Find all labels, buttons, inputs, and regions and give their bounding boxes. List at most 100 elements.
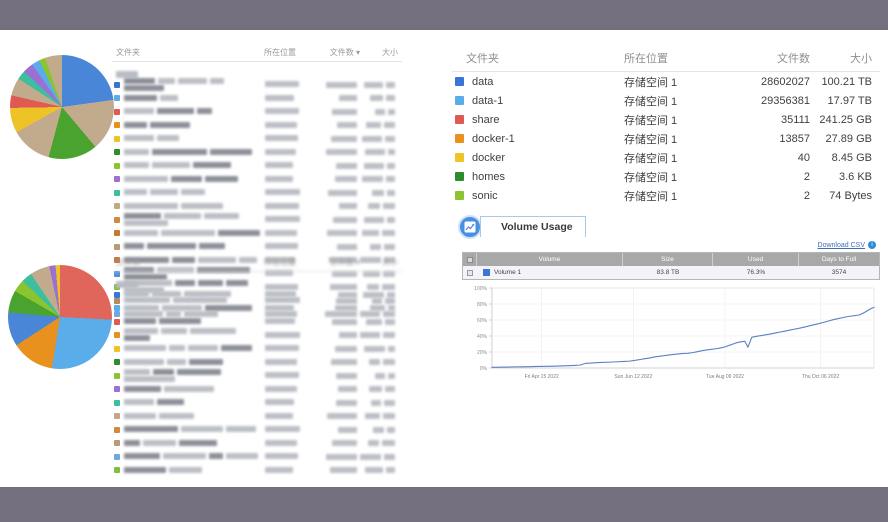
redacted-row[interactable]	[112, 77, 402, 92]
header-location[interactable]: 所在位置	[624, 52, 668, 65]
y-axis-label: 100%	[474, 286, 487, 292]
redacted-folder-name	[124, 358, 265, 366]
tab-volume-usage[interactable]: Volume Usage	[480, 216, 586, 237]
header-size[interactable]: Size	[623, 253, 713, 266]
redacted-file-count	[317, 81, 361, 88]
volume-table-body: Volume 1 83.8 TB 76.3% 3574	[463, 266, 879, 279]
cell-folder-name: homes	[472, 170, 506, 183]
redacted-location	[264, 270, 317, 277]
redacted-row[interactable]	[112, 254, 402, 268]
volume-table-header: Volume Size Used Days to Full	[463, 253, 879, 266]
redacted-row[interactable]	[112, 200, 402, 214]
redacted-file-count	[317, 189, 361, 196]
redacted-row[interactable]	[112, 173, 402, 187]
col-location: 所在位置	[264, 258, 296, 267]
redacted-folder-name	[124, 297, 265, 304]
redacted-row[interactable]	[112, 92, 402, 106]
volume-table-row[interactable]: Volume 1 83.8 TB 76.3% 3574	[463, 266, 879, 279]
redacted-row[interactable]	[112, 132, 402, 146]
redacted-row[interactable]	[112, 342, 402, 356]
redacted-row[interactable]	[112, 288, 402, 302]
header-days-to-full[interactable]: Days to Full	[821, 256, 857, 263]
redacted-row[interactable]	[112, 159, 402, 173]
download-csv-area[interactable]: Download CSV i	[818, 241, 876, 249]
redacted-row[interactable]	[112, 396, 402, 410]
row-color-swatch	[114, 81, 120, 88]
row-color-swatch	[114, 216, 120, 223]
redacted-row[interactable]	[112, 266, 402, 281]
redacted-row[interactable]	[112, 383, 402, 397]
redacted-row[interactable]	[112, 356, 402, 370]
redacted-row[interactable]	[112, 315, 402, 329]
table-row[interactable]: homes 存储空间 1 2 3.6 KB	[452, 167, 880, 186]
col-filecount: 文件数 ▾	[329, 48, 360, 57]
redacted-row[interactable]	[112, 227, 402, 241]
row-color-swatch	[454, 153, 464, 162]
row-checkbox[interactable]	[463, 266, 477, 279]
row-color-swatch	[114, 453, 120, 460]
row-color-swatch	[454, 77, 464, 86]
cell-days-to-full: 3574	[831, 269, 847, 276]
redacted-row[interactable]	[112, 410, 402, 424]
redacted-row[interactable]	[112, 280, 402, 295]
redacted-size	[360, 243, 402, 250]
col-location: 所在位置	[264, 48, 296, 57]
redacted-size	[360, 311, 402, 318]
row-color-swatch	[114, 413, 120, 420]
redacted-row[interactable]	[112, 240, 402, 254]
cell-location: 存储空间 1	[624, 114, 678, 127]
redacted-location	[264, 372, 317, 379]
redacted-row[interactable]	[112, 450, 402, 464]
y-axis-label: 20%	[477, 350, 488, 356]
redacted-location	[264, 121, 317, 129]
row-color-swatch	[114, 332, 120, 339]
select-all-checkbox[interactable]	[463, 253, 477, 266]
header-volume[interactable]: Volume	[477, 253, 623, 266]
table-row[interactable]: sonic 存储空间 1 2 74 Bytes	[452, 186, 880, 205]
redacted-size	[360, 81, 402, 88]
table-row[interactable]: docker 存储空间 1 40 8.45 GB	[452, 148, 880, 167]
cell-folder-name: docker-1	[472, 132, 515, 145]
table-row[interactable]: share 存储空间 1 35111 241.25 GB	[452, 110, 880, 129]
redacted-location	[264, 318, 317, 325]
row-color-swatch	[114, 345, 120, 352]
redacted-row[interactable]	[112, 308, 402, 322]
row-color-cell	[452, 77, 466, 86]
volume-color-swatch	[483, 269, 490, 276]
redacted-row[interactable]	[112, 186, 402, 200]
redacted-row[interactable]	[112, 368, 402, 383]
redacted-row[interactable]	[112, 105, 402, 119]
row-color-swatch	[114, 440, 120, 447]
table-row[interactable]: docker-1 存储空间 1 13857 27.89 GB	[452, 129, 880, 148]
redacted-location	[264, 162, 317, 169]
redacted-row[interactable]	[112, 146, 402, 160]
table-row[interactable]: data-1 存储空间 1 29356381 17.97 TB	[452, 91, 880, 110]
header-file-count[interactable]: 文件数	[777, 52, 810, 65]
header-folder[interactable]: 文件夹	[466, 52, 499, 65]
redacted-row[interactable]	[112, 302, 402, 316]
header-used[interactable]: Used	[713, 253, 799, 266]
redacted-row[interactable]	[112, 328, 402, 343]
cell-file-count: 13857	[779, 132, 810, 145]
folder-usage-table: 文件夹 所在位置 文件数 大小 data 存储空间 1 28602027 100.21…	[452, 44, 880, 205]
redacted-row[interactable]	[112, 119, 402, 133]
redacted-row[interactable]	[112, 437, 402, 451]
redacted-row[interactable]	[112, 294, 402, 308]
cell-size: 100.21 TB	[821, 75, 872, 88]
redacted-size	[360, 122, 402, 129]
redacted-folder-name	[124, 291, 265, 298]
col-filecount: 文件数 ▾	[329, 258, 360, 267]
cell-volume: Volume 1	[477, 266, 623, 279]
table-row[interactable]: data 存储空间 1 28602027 100.21 TB	[452, 72, 880, 91]
cell-file-count: 40	[797, 151, 810, 164]
redacted-row[interactable]	[112, 423, 402, 437]
download-csv-link[interactable]: Download CSV	[817, 241, 865, 249]
redacted-location	[264, 304, 317, 312]
redacted-size	[360, 318, 402, 325]
cell-size: 8.45 GB	[831, 151, 872, 164]
redacted-row[interactable]	[112, 464, 402, 478]
info-circle-icon[interactable]: i	[868, 241, 876, 249]
redacted-location	[264, 385, 317, 393]
header-size[interactable]: 大小	[850, 52, 872, 65]
redacted-row[interactable]	[112, 212, 402, 227]
